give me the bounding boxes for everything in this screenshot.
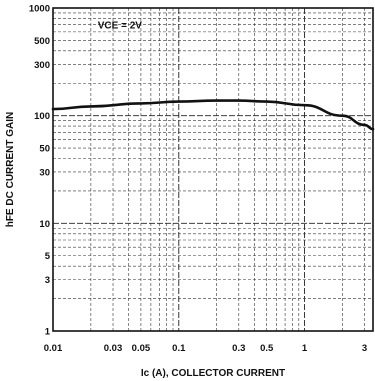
x-tick-label: 1 xyxy=(302,343,308,354)
x-axis-label: Ic (A), COLLECTOR CURRENT xyxy=(141,368,285,379)
y-tick-label: 10 xyxy=(39,219,50,230)
tick-labels: 0.01 0.03 0.05 0.1 0.3 0.5 1 3 1 3 5 10 30 50 100 300 50… xyxy=(29,4,367,355)
y-tick-label: 5 xyxy=(45,251,51,262)
y-tick-label: 500 xyxy=(34,36,50,47)
x-tick-label: 0.01 xyxy=(44,343,63,354)
y-tick-label: 1000 xyxy=(29,4,50,15)
y-tick-label: 100 xyxy=(34,111,50,122)
x-tick-label: 0.5 xyxy=(260,343,274,354)
x-tick-label: 3 xyxy=(362,343,367,354)
x-tick-label: 0.3 xyxy=(232,343,245,354)
grid xyxy=(52,7,373,332)
y-tick-label: 1 xyxy=(45,327,51,338)
y-tick-label: 30 xyxy=(39,167,50,178)
x-tick-label: 0.03 xyxy=(104,343,123,354)
x-tick-label: 0.05 xyxy=(132,343,151,354)
y-tick-label: 50 xyxy=(39,144,50,155)
x-tick-label: 0.1 xyxy=(172,343,186,354)
curve-layer xyxy=(51,99,375,131)
y-axis-label: hFE DC CURRENT GAIN xyxy=(5,112,16,228)
y-tick-label: 300 xyxy=(34,60,50,71)
plot-frame xyxy=(52,7,374,332)
y-tick-label: 3 xyxy=(45,275,50,286)
hfe-curve xyxy=(51,99,375,131)
vce-annotation: VCE = 2V xyxy=(98,21,143,32)
